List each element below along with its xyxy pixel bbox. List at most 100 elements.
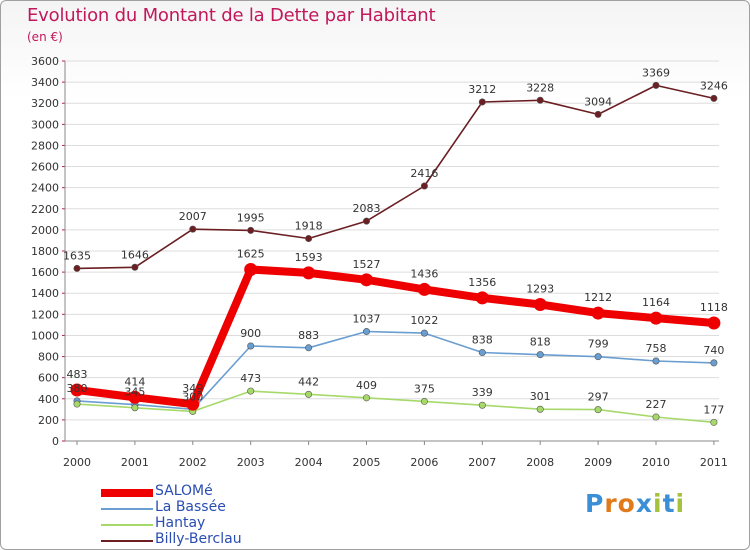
data-point-billy-berclau bbox=[710, 94, 718, 102]
data-point-hantay bbox=[362, 394, 370, 402]
data-point-salom- bbox=[475, 291, 489, 305]
data-point-la-bass-e bbox=[362, 328, 370, 336]
data-label-la-bass-e: 900 bbox=[240, 327, 261, 340]
data-point-hantay bbox=[710, 418, 718, 426]
legend-item: Billy-Berclau bbox=[101, 531, 301, 549]
y-tick-label: 600 bbox=[38, 372, 59, 385]
data-label-la-bass-e: 838 bbox=[472, 334, 493, 347]
data-label-hantay: 227 bbox=[646, 398, 667, 411]
data-point-billy-berclau bbox=[247, 226, 255, 234]
data-label-salom-: 483 bbox=[67, 368, 88, 381]
data-label-hantay: 442 bbox=[298, 375, 319, 388]
data-label-billy-berclau: 1995 bbox=[237, 211, 265, 224]
x-tick-label: 2008 bbox=[526, 456, 554, 469]
x-tick-label: 2007 bbox=[468, 456, 496, 469]
data-label-hantay: 409 bbox=[356, 379, 377, 392]
y-tick-label: 3200 bbox=[31, 97, 59, 110]
series-line-salom- bbox=[73, 265, 718, 409]
data-point-la-bass-e bbox=[710, 359, 718, 367]
y-tick-label: 1200 bbox=[31, 308, 59, 321]
logo-letter: r bbox=[604, 489, 618, 518]
data-point-billy-berclau bbox=[478, 98, 486, 106]
logo-letter: P bbox=[585, 489, 605, 518]
data-label-hantay: 177 bbox=[703, 403, 724, 416]
data-point-billy-berclau bbox=[594, 110, 602, 118]
y-tick-label: 200 bbox=[38, 414, 59, 427]
data-label-la-bass-e: 818 bbox=[530, 336, 551, 349]
series-line-hantay bbox=[76, 390, 715, 424]
data-label-billy-berclau: 2007 bbox=[179, 210, 207, 223]
data-point-hantay bbox=[73, 400, 81, 408]
y-tick-label: 3600 bbox=[31, 55, 59, 68]
data-point-salom- bbox=[533, 298, 547, 312]
y-tick-label: 400 bbox=[38, 393, 59, 406]
data-point-salom- bbox=[649, 311, 663, 325]
data-point-billy-berclau bbox=[652, 81, 660, 89]
y-tick-label: 1000 bbox=[31, 329, 59, 342]
data-point-hantay bbox=[478, 401, 486, 409]
y-tick-label: 2800 bbox=[31, 139, 59, 152]
data-label-la-bass-e: 758 bbox=[646, 342, 667, 355]
logo-letter: x bbox=[635, 489, 653, 518]
data-label-salom-: 414 bbox=[124, 375, 145, 388]
y-tick-label: 1600 bbox=[31, 266, 59, 279]
data-label-billy-berclau: 1646 bbox=[121, 248, 149, 261]
data-label-billy-berclau: 1918 bbox=[295, 220, 323, 233]
data-label-billy-berclau: 3094 bbox=[584, 95, 612, 108]
y-tick-label: 1800 bbox=[31, 245, 59, 258]
data-label-billy-berclau: 3228 bbox=[526, 81, 554, 94]
data-label-salom-: 1356 bbox=[468, 276, 496, 289]
x-tick-label: 2002 bbox=[179, 456, 207, 469]
data-label-hantay: 301 bbox=[530, 390, 551, 403]
data-label-la-bass-e: 300 bbox=[182, 390, 203, 403]
data-point-la-bass-e bbox=[478, 349, 486, 357]
legend-swatch bbox=[101, 489, 153, 497]
y-tick-label: 1400 bbox=[31, 287, 59, 300]
data-point-salom- bbox=[591, 306, 605, 320]
data-point-la-bass-e bbox=[536, 351, 544, 359]
data-point-billy-berclau bbox=[189, 225, 197, 233]
logo-letter: t bbox=[662, 489, 676, 518]
data-point-salom- bbox=[244, 262, 258, 276]
data-point-salom- bbox=[302, 266, 316, 280]
data-label-salom-: 1293 bbox=[526, 283, 554, 296]
chart-title: Evolution du Montant de la Dette par Hab… bbox=[27, 5, 436, 26]
y-tick-label: 3000 bbox=[31, 118, 59, 131]
x-tick-label: 2006 bbox=[410, 456, 438, 469]
data-point-salom- bbox=[70, 383, 84, 397]
data-label-la-bass-e: 883 bbox=[298, 329, 319, 342]
proxiti-logo: Proxiti bbox=[585, 489, 685, 518]
legend-label: SALOMé bbox=[155, 483, 213, 499]
data-point-hantay bbox=[652, 413, 660, 421]
data-label-salom-: 1118 bbox=[700, 301, 728, 314]
data-point-salom- bbox=[417, 282, 431, 296]
x-tick-label: 2011 bbox=[700, 456, 728, 469]
legend-label: La Bassée bbox=[155, 499, 226, 515]
x-tick-label: 2009 bbox=[584, 456, 612, 469]
data-point-hantay bbox=[536, 405, 544, 413]
logo-letter: i bbox=[653, 489, 663, 518]
data-label-billy-berclau: 3212 bbox=[468, 83, 496, 96]
legend-label: Billy-Berclau bbox=[155, 531, 242, 547]
y-tick-label: 3400 bbox=[31, 76, 59, 89]
logo-letter: i bbox=[675, 489, 686, 518]
data-label-billy-berclau: 1635 bbox=[63, 249, 91, 262]
legend: SALOMé La Bassée Hantay Billy-Berclau bbox=[101, 483, 301, 549]
data-point-la-bass-e bbox=[652, 357, 660, 365]
legend-swatch bbox=[101, 524, 153, 526]
y-tick-label: 0 bbox=[52, 435, 59, 448]
x-tick-label: 2004 bbox=[295, 456, 323, 469]
data-point-salom- bbox=[707, 316, 721, 330]
data-label-hantay: 375 bbox=[414, 382, 435, 395]
x-tick-label: 2001 bbox=[121, 456, 149, 469]
data-point-hantay bbox=[247, 387, 255, 395]
data-label-salom-: 349 bbox=[182, 382, 203, 395]
unit-label: (en €) bbox=[27, 30, 63, 44]
data-label-salom-: 1593 bbox=[295, 251, 323, 264]
legend-swatch bbox=[101, 540, 153, 542]
data-point-billy-berclau bbox=[305, 235, 313, 243]
data-label-salom-: 1527 bbox=[353, 258, 381, 271]
logo-letter: o bbox=[617, 489, 636, 518]
